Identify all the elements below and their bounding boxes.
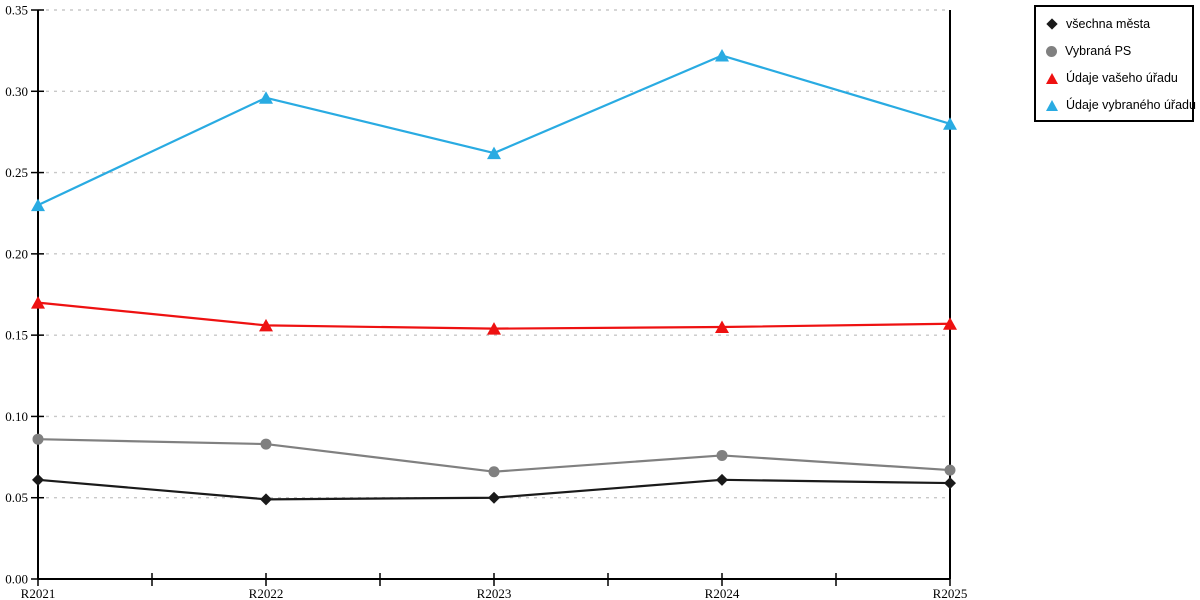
data-point-marker xyxy=(32,473,44,486)
y-axis-tick-label: 0.10 xyxy=(5,409,28,424)
data-point-marker xyxy=(260,438,272,450)
legend-marker-icon xyxy=(1046,18,1058,30)
data-point-marker xyxy=(488,491,500,504)
data-point-marker xyxy=(943,117,957,130)
data-point-marker xyxy=(31,296,45,309)
legend-item: Údaje vybraného úřadu xyxy=(1046,98,1196,112)
data-point-marker xyxy=(260,493,272,506)
legend-marker-icon xyxy=(1046,99,1058,111)
data-point-marker xyxy=(943,317,957,330)
data-point-marker xyxy=(487,146,501,160)
y-axis-tick-label: 0.15 xyxy=(5,328,28,343)
y-axis-tick-label: 0.30 xyxy=(5,84,28,99)
legend-label: Údaje vašeho úřadu xyxy=(1066,71,1178,85)
legend-label: Vybraná PS xyxy=(1065,44,1132,58)
x-axis-tick-label: R2024 xyxy=(705,586,740,600)
data-point-marker xyxy=(715,320,729,334)
data-point-marker xyxy=(32,433,44,445)
data-point-marker xyxy=(944,464,956,476)
y-axis-tick-label: 0.20 xyxy=(5,246,28,261)
chart-legend: všechna města Vybraná PS Údaje vašeho úř… xyxy=(1034,5,1196,122)
y-axis-tick-label: 0.00 xyxy=(5,572,28,587)
data-point-marker xyxy=(715,49,729,62)
data-point-marker xyxy=(259,318,273,332)
x-axis-tick-label: R2023 xyxy=(477,586,512,600)
y-axis-tick-label: 0.05 xyxy=(5,490,28,505)
series-line xyxy=(37,54,951,207)
y-axis-tick-label: 0.35 xyxy=(5,3,28,18)
legend-label: všechna města xyxy=(1066,17,1151,31)
data-point-marker xyxy=(259,91,273,104)
y-axis-tick-label: 0.25 xyxy=(5,165,28,180)
data-point-marker xyxy=(716,473,728,486)
legend-item: všechna města xyxy=(1046,17,1184,31)
data-point-marker xyxy=(716,449,728,461)
data-point-marker xyxy=(488,466,500,478)
legend-label: Údaje vybraného úřadu xyxy=(1066,98,1196,112)
x-axis-tick-label: R2025 xyxy=(933,586,968,600)
legend-item: Údaje vašeho úřadu xyxy=(1046,71,1184,85)
legend-marker-icon xyxy=(1046,72,1058,84)
x-axis-tick-label: R2022 xyxy=(249,586,284,600)
data-point-marker xyxy=(31,198,45,212)
x-axis-tick-label: R2021 xyxy=(21,586,56,600)
data-point-marker xyxy=(944,477,956,490)
legend-marker-icon xyxy=(1046,45,1057,57)
legend-item: Vybraná PS xyxy=(1046,44,1184,58)
data-point-marker xyxy=(487,322,501,335)
